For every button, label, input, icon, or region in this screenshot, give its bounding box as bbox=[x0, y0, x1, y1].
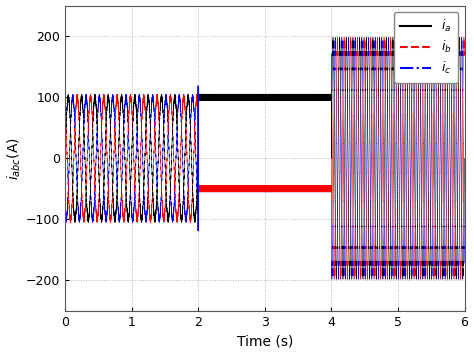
Y-axis label: $i_{abc}$(A): $i_{abc}$(A) bbox=[6, 137, 23, 180]
X-axis label: Time (s): Time (s) bbox=[237, 335, 293, 348]
Legend: $i_a$, $i_b$, $i_c$: $i_a$, $i_b$, $i_c$ bbox=[394, 12, 458, 82]
